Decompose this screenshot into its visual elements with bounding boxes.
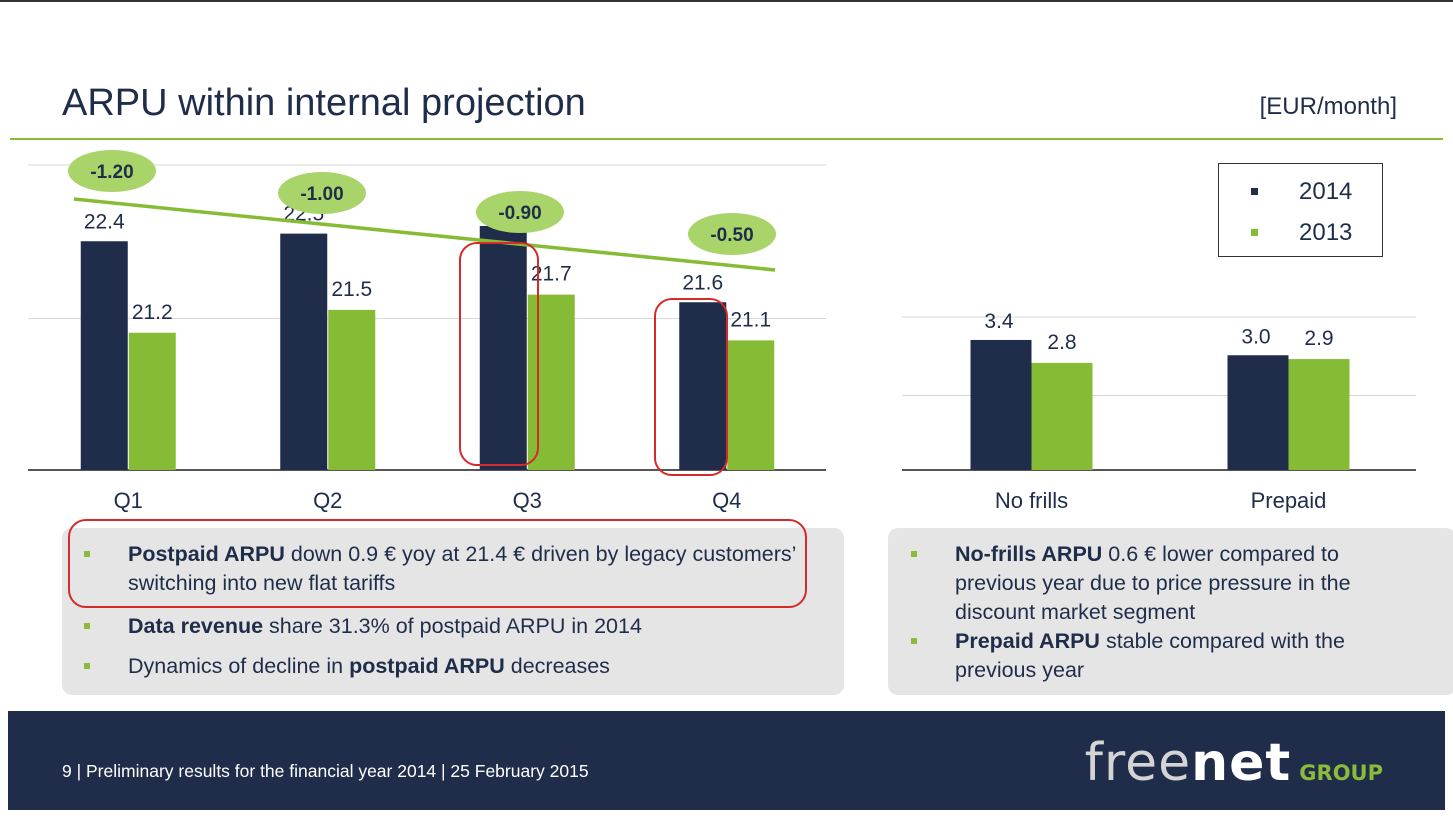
bullet-dynamics-decline: Dynamics of decline in postpaid ARPU dec… — [84, 652, 808, 681]
bullet-data-revenue: Data revenue share 31.3% of postpaid ARP… — [84, 612, 808, 641]
footer-text: 9 | Preliminary results for the financia… — [62, 761, 589, 781]
bullet-bold: Data revenue — [128, 614, 264, 638]
difference-label-Q2: -1.00 — [300, 184, 343, 205]
logo-group: GROUP — [1299, 761, 1383, 785]
unit-label: [EUR/month] — [1259, 93, 1397, 120]
bullet-marker — [84, 623, 90, 629]
tick-label-Q3: Q3 — [513, 488, 542, 513]
bar-2014-prepaid — [1227, 355, 1289, 470]
bullet-text: down 0.9 € yoy at 21.4 € driven by legac… — [128, 542, 796, 595]
difference-label-Q4: -0.50 — [710, 225, 753, 246]
bullet-postpaid-arpu: Postpaid ARPU down 0.9 € yoy at 21.4 € d… — [84, 540, 808, 598]
bullet-no-frills-arpu: No-frills ARPU 0.6 € lower compared to p… — [911, 540, 1425, 627]
legend-swatch-2014 — [1251, 188, 1258, 195]
data-label-2013-no-frills: 2.8 — [1047, 331, 1076, 354]
bar-2013-no-frills — [1031, 362, 1093, 470]
bar-2014-Q4 — [679, 302, 727, 470]
difference-bubble-Q4 — [688, 213, 776, 255]
bar-2013-Q2 — [328, 309, 376, 470]
tick-label-no-frills: No frills — [995, 488, 1068, 513]
bullet-text: stable compared with the previous year — [955, 629, 1345, 682]
difference-bubble-Q2 — [278, 172, 366, 214]
bar-2013-Q4 — [727, 340, 775, 470]
footer-bar: 9 | Preliminary results for the financia… — [8, 711, 1445, 810]
tick-label-Q1: Q1 — [114, 488, 143, 513]
chart-legend: 2014 2013 — [1218, 163, 1383, 257]
tick-label-Q2: Q2 — [313, 488, 342, 513]
data-label-2013-prepaid: 2.9 — [1304, 327, 1333, 350]
bullet-prepaid-arpu: Prepaid ARPU stable compared with the pr… — [911, 627, 1425, 685]
bar-2013-Q3 — [527, 294, 575, 470]
bullet-bold: postpaid ARPU — [349, 654, 505, 678]
bar-2014-Q3 — [479, 226, 527, 470]
bullet-text: share 31.3% of postpaid ARPU in 2014 — [263, 614, 642, 638]
bullet-bold: No-frills ARPU — [955, 542, 1103, 566]
title-divider — [10, 138, 1443, 140]
bullet-marker — [911, 551, 917, 557]
tick-label-Q4: Q4 — [712, 488, 741, 513]
page-title: ARPU within internal projection — [62, 82, 586, 124]
data-label-2013-Q3: 21.7 — [531, 263, 572, 286]
bar-2014-no-frills — [970, 339, 1032, 470]
legend-label-2014: 2014 — [1299, 178, 1353, 205]
bullet-marker — [84, 663, 90, 669]
bullet-text: 0.6 € lower compared to previous year du… — [955, 542, 1351, 624]
legend-swatch-2013 — [1251, 229, 1258, 236]
difference-label-Q1: -1.20 — [90, 162, 133, 183]
data-label-2013-Q4: 21.1 — [730, 308, 771, 331]
highlight-ring-postpaid-bullet — [68, 519, 807, 608]
freenet-group-logo: freenet GROUP — [1085, 733, 1383, 793]
data-label-2014-prepaid: 3.0 — [1241, 325, 1270, 348]
segment-commentary-box: No-frills ARPU 0.6 € lower compared to p… — [888, 528, 1453, 695]
trend-line — [73, 197, 776, 272]
bullet-text-pre: Dynamics of decline in — [128, 654, 350, 678]
difference-label-Q3: -0.90 — [498, 203, 541, 224]
bullet-marker — [911, 638, 917, 644]
data-label-2013-Q2: 21.5 — [331, 278, 372, 301]
logo-net: net — [1191, 733, 1292, 793]
legend-label-2013: 2013 — [1299, 219, 1353, 246]
bar-2013-Q1 — [128, 332, 176, 470]
bar-2014-Q2 — [280, 233, 328, 470]
bar-2014-Q1 — [80, 241, 128, 470]
difference-bubble-Q1 — [68, 150, 156, 192]
bullet-bold: Prepaid ARPU — [955, 629, 1100, 653]
bar-2013-prepaid — [1288, 359, 1350, 470]
bullet-marker — [84, 551, 90, 557]
difference-bubble-Q3 — [476, 191, 564, 233]
bullet-text: decreases — [504, 654, 610, 678]
highlight-ring-q3 — [459, 242, 539, 466]
data-label-2014-no-frills: 3.4 — [984, 310, 1014, 333]
highlight-ring-q4 — [654, 298, 728, 476]
logo-free: free — [1084, 733, 1192, 793]
data-label-2014-Q4: 21.6 — [682, 271, 723, 294]
top-rule — [0, 0, 1453, 2]
data-label-2013-Q1: 21.2 — [132, 301, 173, 324]
bullet-bold: Postpaid ARPU — [128, 542, 285, 566]
tick-label-prepaid: Prepaid — [1251, 488, 1327, 513]
data-label-2014-Q1: 22.4 — [84, 210, 125, 233]
postpaid-commentary-box: Postpaid ARPU down 0.9 € yoy at 21.4 € d… — [62, 528, 844, 695]
